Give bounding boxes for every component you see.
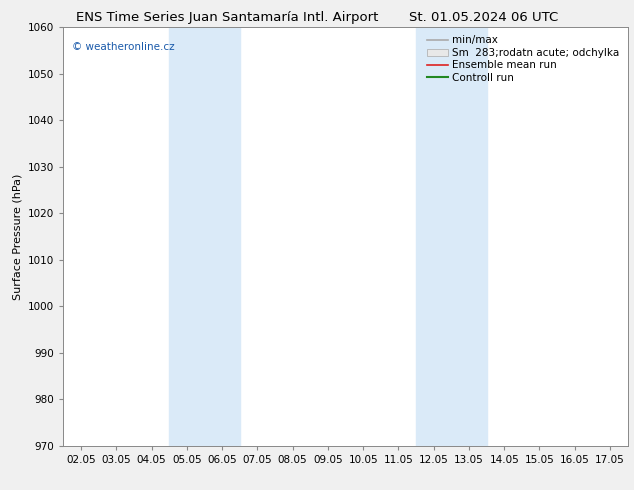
Text: St. 01.05.2024 06 UTC: St. 01.05.2024 06 UTC — [409, 11, 558, 24]
Y-axis label: Surface Pressure (hPa): Surface Pressure (hPa) — [13, 173, 23, 299]
Bar — [416, 27, 487, 446]
Bar — [169, 27, 240, 446]
Text: ENS Time Series Juan Santamaría Intl. Airport: ENS Time Series Juan Santamaría Intl. Ai… — [76, 11, 378, 24]
Legend: min/max, Sm  283;rodatn acute; odchylka, Ensemble mean run, Controll run: min/max, Sm 283;rodatn acute; odchylka, … — [424, 32, 623, 86]
Text: © weatheronline.cz: © weatheronline.cz — [72, 42, 174, 51]
